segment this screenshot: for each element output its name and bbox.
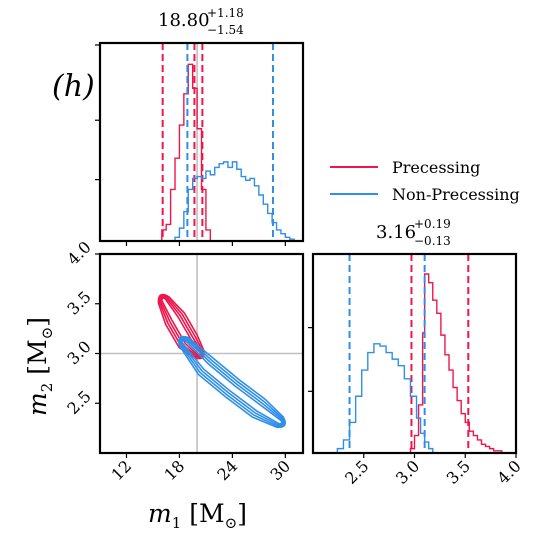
m2-xtick-label-3: 4.0 [493,456,524,487]
joint-xtick-label-2: 24 [213,456,241,484]
m2-xtick-label-0: 2.5 [341,456,372,487]
m2-title-value: 3.16 [376,222,416,243]
x-axis-close: ] [237,499,247,528]
y-axis-close: ] [23,317,52,327]
m1-marginal-frame [98,41,305,243]
m2-title-lower: −0.13 [414,234,451,248]
m1-marginal-title: 18.80 +1.18 −1.54 [158,6,244,37]
m2-title-upper: +0.19 [414,217,451,231]
x-axis-label: m1 [M⊙] [148,499,247,532]
x-axis-sub: 1 [172,514,182,532]
joint-contour-non-precessing-2 [179,336,285,427]
legend-label-precessing: Precessing [392,158,480,177]
m1-title-value: 18.80 [158,10,210,31]
joint-contour-non-precessing-1 [180,338,284,426]
m2-xtick-label-2: 3.5 [443,456,474,487]
joint-ytick-label-0: 2.5 [63,387,94,418]
y-axis-label: m2 [M⊙] [23,317,56,416]
x-axis-var: m [148,499,172,528]
y-axis-sub: 2 [38,383,56,393]
m2-marginal-title: 3.16 +0.19 −0.13 [376,217,451,248]
m1-title-lower: −1.54 [207,23,244,37]
y-axis-unit: [M [23,339,52,374]
svg-text:m2[M⊙]: m2 [M⊙] [23,317,56,416]
m2-marginal-panel: 2.5 3.0 3.5 4.0 [308,252,525,488]
y-axis-sun: ⊙ [38,327,56,340]
joint-contour-non-precessing-0 [181,339,283,425]
m1-marginal-panel [95,41,305,246]
joint-xtick-label-1: 18 [160,456,188,484]
joint-ytick-label-2: 3.5 [63,287,94,318]
panel-tag: (h) [52,69,95,104]
joint-contour-precessing-2 [158,294,204,359]
m2-xtick-label-1: 3.0 [392,456,423,487]
m2-marginal-frame [311,252,518,455]
joint-contour-non-precessing-3 [178,335,286,429]
m2-hist-non-precessing [336,343,434,453]
m1-hist-non-precessing [174,161,295,241]
m1-m2-joint-panel: 12 18 24 30 2.5 3.0 3.5 4.0 [63,237,305,484]
x-axis-sun: ⊙ [225,514,238,532]
joint-xtick-label-0: 12 [107,456,135,484]
joint-ytick-label-1: 3.0 [63,337,94,368]
m2-hist-precessing [406,273,503,454]
joint-ytick-label-3: 4.0 [63,237,94,268]
y-axis-var: m [23,392,52,416]
x-axis-unit: [M [189,499,224,528]
legend-label-non-precessing: Non-Precessing [392,185,520,204]
svg-text:m1[M⊙]: m1 [M⊙] [148,499,247,532]
joint-xtick-label-3: 30 [266,456,294,484]
m1-title-upper: +1.18 [207,6,244,20]
legend: Precessing Non-Precessing [330,158,520,204]
